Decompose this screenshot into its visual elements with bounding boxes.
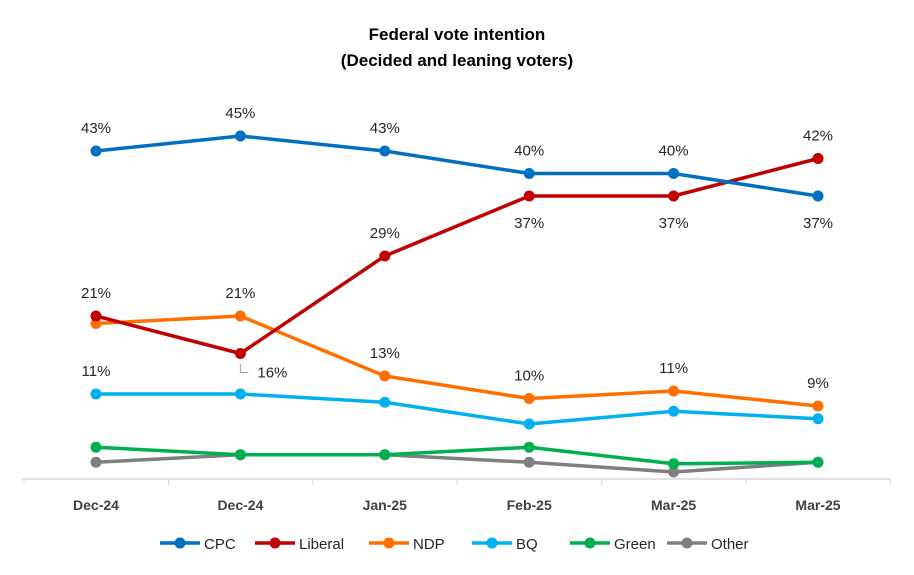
data-point-green bbox=[668, 458, 680, 470]
legend-item-bq: BQ bbox=[472, 536, 538, 553]
legend-marker bbox=[486, 537, 498, 549]
legend-item-green: Green bbox=[570, 536, 656, 553]
legend-marker bbox=[383, 537, 395, 549]
series-line-other bbox=[95, 453, 819, 474]
data-point-green bbox=[812, 456, 824, 468]
data-point-liberal bbox=[523, 190, 535, 202]
data-point-liberal bbox=[668, 190, 680, 202]
legend-marker bbox=[681, 537, 693, 549]
series-line-bq bbox=[96, 392, 819, 426]
x-tick-label: Mar-25 bbox=[795, 497, 840, 513]
data-point-cpc bbox=[234, 130, 246, 142]
legend-item-cpc: CPC bbox=[160, 536, 236, 553]
data-point-bq bbox=[668, 405, 680, 417]
legend-item-liberal: Liberal bbox=[255, 536, 344, 553]
series-line-liberal bbox=[95, 156, 819, 356]
data-label-ndp: 21% bbox=[225, 285, 255, 302]
data-label-liberal: 21% bbox=[81, 285, 111, 302]
data-point-other bbox=[668, 466, 680, 478]
data-label-liberal: 16% bbox=[257, 365, 287, 382]
legend-label: NDP bbox=[413, 536, 445, 553]
data-label-ndp: 13% bbox=[370, 345, 400, 362]
data-point-green bbox=[523, 441, 535, 453]
data-point-bq bbox=[812, 413, 824, 425]
x-tick-label: Mar-25 bbox=[651, 497, 696, 513]
legend-label: CPC bbox=[204, 536, 236, 553]
data-label-liberal: 29% bbox=[370, 225, 400, 242]
data-point-cpc bbox=[668, 168, 680, 179]
data-label-cpc: 43% bbox=[370, 120, 400, 137]
data-point-bq bbox=[234, 388, 246, 400]
leader-line bbox=[239, 363, 249, 373]
data-label-cpc: 40% bbox=[659, 143, 689, 160]
series-line-ndp bbox=[95, 314, 819, 408]
legend-marker bbox=[269, 537, 281, 549]
data-label-bq: 11% bbox=[82, 363, 111, 380]
data-point-ndp bbox=[668, 385, 680, 397]
data-label-cpc: 43% bbox=[81, 120, 111, 137]
legend-label: BQ bbox=[516, 536, 538, 553]
data-point-cpc bbox=[523, 168, 535, 179]
data-point-ndp bbox=[379, 370, 391, 382]
data-point-bq bbox=[90, 388, 102, 400]
legend-label: Other bbox=[711, 536, 749, 553]
data-label-ndp: 10% bbox=[514, 368, 544, 385]
x-tick-label: Dec-24 bbox=[217, 497, 263, 513]
data-label-cpc: 37% bbox=[803, 215, 833, 232]
series-line-cpc bbox=[95, 134, 819, 198]
data-point-bq bbox=[523, 418, 535, 430]
data-label-liberal: 42% bbox=[803, 128, 833, 145]
legend-label: Liberal bbox=[299, 536, 344, 553]
chart-title-line1: Federal vote intention bbox=[369, 25, 546, 44]
data-labels: 43% 45% 43% 40% 40% 37% 21% 16% 29% 37% 37% 42% 21% 1… bbox=[81, 105, 833, 392]
data-point-green bbox=[379, 449, 391, 461]
x-tick-label: Feb-25 bbox=[507, 497, 552, 513]
series-line-green bbox=[95, 445, 819, 466]
data-point-other bbox=[90, 456, 102, 468]
data-point-cpc bbox=[379, 145, 391, 157]
data-label-liberal: 37% bbox=[514, 215, 544, 232]
chart-title-line2: (Decided and leaning voters) bbox=[341, 51, 573, 70]
data-label-cpc: 40% bbox=[514, 143, 544, 160]
legend-item-ndp: NDP bbox=[369, 536, 445, 553]
data-point-other bbox=[523, 456, 535, 468]
legend-label: Green bbox=[614, 536, 656, 553]
data-label-ndp: 11% bbox=[659, 360, 688, 377]
data-point-liberal bbox=[234, 348, 246, 359]
legend-marker bbox=[174, 537, 186, 549]
data-point-green bbox=[90, 441, 102, 453]
data-point-ndp bbox=[523, 393, 535, 404]
x-axis: Dec-24 Dec-24 Jan-25 Feb-25 Mar-25 Mar-25 bbox=[22, 478, 891, 513]
data-point-bq bbox=[379, 396, 391, 408]
data-point-liberal bbox=[812, 153, 824, 164]
data-point-ndp bbox=[812, 400, 824, 412]
legend-item-other: Other bbox=[667, 536, 749, 553]
data-label-liberal: 37% bbox=[659, 215, 689, 232]
data-point-cpc bbox=[90, 145, 102, 157]
data-point-liberal bbox=[379, 250, 391, 262]
data-point-liberal bbox=[90, 310, 102, 322]
x-tick-label: Jan-25 bbox=[363, 497, 408, 513]
data-point-ndp bbox=[234, 310, 246, 322]
data-point-cpc bbox=[812, 190, 824, 202]
legend-marker bbox=[584, 537, 596, 549]
x-tick-label: Dec-24 bbox=[73, 497, 119, 513]
data-point-green bbox=[234, 449, 246, 461]
legend: CPC Liberal NDP BQ Green Other bbox=[160, 536, 749, 553]
data-label-cpc: 45% bbox=[225, 105, 255, 122]
data-label-ndp: 9% bbox=[807, 375, 829, 392]
series-lines bbox=[90, 130, 824, 478]
